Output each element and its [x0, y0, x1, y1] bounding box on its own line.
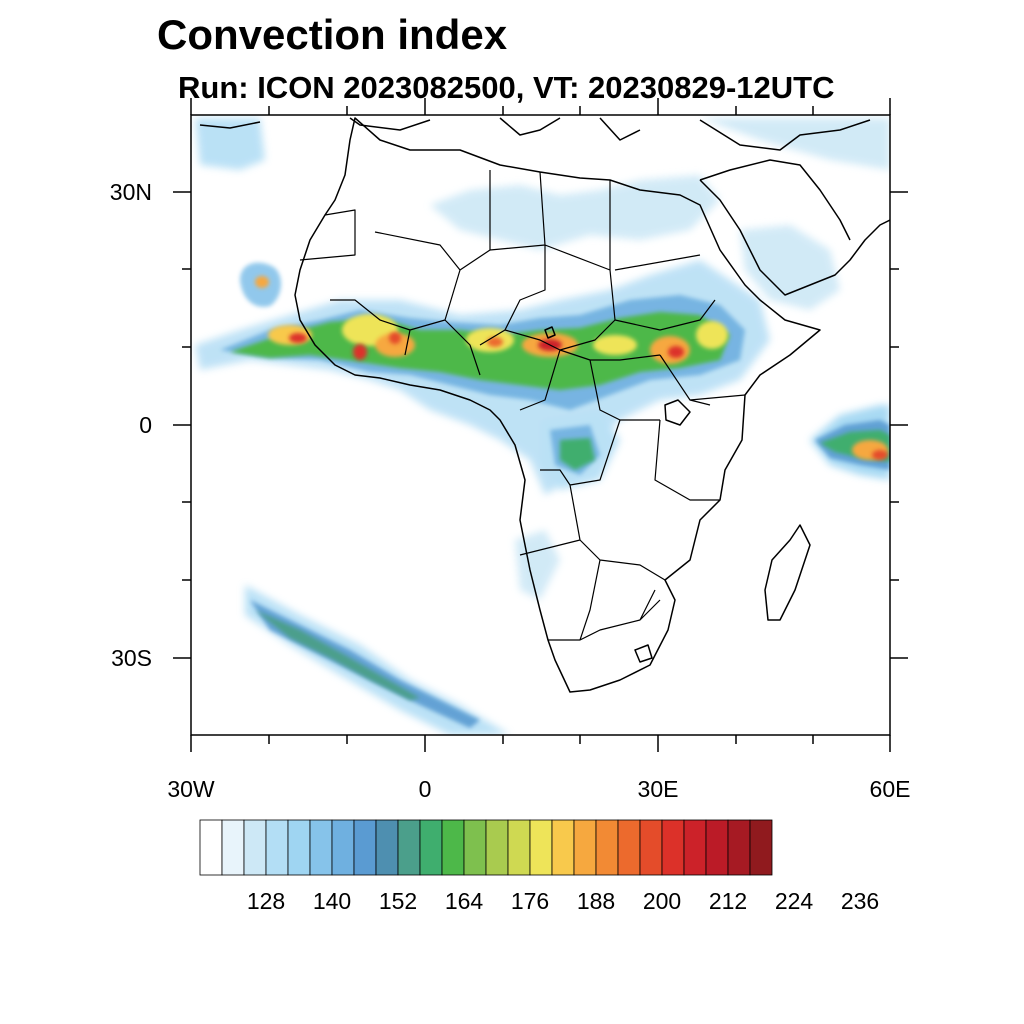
colorbar-box — [661, 819, 685, 876]
colorbar-label: 224 — [774, 888, 814, 914]
colorbar-box — [595, 819, 619, 876]
colorbar-box — [485, 819, 509, 876]
colorbar-box — [375, 819, 399, 876]
hot-indian-ocean — [872, 450, 888, 460]
lat-label-0: 0 — [139, 412, 152, 438]
tick-marks — [173, 98, 908, 752]
colorbar-label: 152 — [378, 888, 418, 914]
colorbar-box — [683, 819, 707, 876]
colorbar-box — [529, 819, 553, 876]
colorbar-box — [639, 819, 663, 876]
coastlines-borders — [199, 117, 890, 693]
lesotho — [634, 644, 653, 663]
shade-sahara-north — [430, 175, 720, 250]
colorbar-box — [463, 819, 487, 876]
colorbar-box — [727, 819, 751, 876]
europe-coastline — [199, 117, 871, 151]
shade-arabia — [740, 225, 840, 310]
arabia-coastline — [699, 159, 890, 296]
lon-label-60e: 60E — [869, 776, 911, 802]
colorbar-box — [705, 819, 729, 876]
colorbar-box — [287, 819, 311, 876]
colorbar-box — [397, 819, 421, 876]
colorbar-box — [419, 819, 443, 876]
colorbar-label: 200 — [642, 888, 682, 914]
colorbar-box — [243, 819, 267, 876]
colorbar-box — [353, 819, 377, 876]
colorbar-box — [331, 819, 355, 876]
lake-chad — [544, 326, 556, 339]
colorbar-box — [309, 819, 333, 876]
convection-shading — [195, 118, 890, 735]
hot-burkina — [389, 332, 401, 344]
core-cyclone — [255, 276, 269, 288]
colorbar-label: 128 — [246, 888, 286, 914]
shade-south-atlantic-green — [255, 610, 420, 700]
shade-congo-green — [560, 438, 595, 470]
core-sudan — [593, 335, 637, 355]
colorbar-label: 164 — [444, 888, 484, 914]
africa-coastline — [294, 117, 821, 693]
lon-label-0: 0 — [418, 776, 432, 802]
core-ethiopia-east — [696, 321, 728, 349]
lon-label-30w: 30W — [167, 776, 215, 802]
lon-label-30e: 30E — [637, 776, 679, 802]
lat-label-30n: 30N — [109, 179, 152, 205]
core-burkina — [375, 333, 415, 357]
map-area — [191, 115, 890, 735]
colorbar-label: 176 — [510, 888, 550, 914]
madagascar-coastline — [764, 524, 811, 621]
country-borders — [299, 170, 746, 641]
colorbar-box — [441, 819, 465, 876]
colorbar-box — [551, 819, 575, 876]
hot-nigeria — [487, 337, 503, 347]
colorbar-box — [749, 819, 773, 876]
shade-ne-corner — [700, 118, 890, 170]
colorbar — [199, 819, 773, 876]
colorbar-label: 140 — [312, 888, 352, 914]
colorbar-box — [507, 819, 531, 876]
colorbar-label: 236 — [840, 888, 880, 914]
chart-title: Convection index — [157, 11, 508, 58]
colorbar-box — [199, 819, 223, 876]
colorbar-label: 212 — [708, 888, 748, 914]
shade-south-atlantic-outer — [245, 585, 510, 735]
colorbar-box — [573, 819, 597, 876]
hot-guinea — [289, 333, 307, 343]
hot-ethiopia — [668, 346, 684, 358]
chart-subtitle: Run: ICON 2023082500, VT: 20230829-12UTC — [178, 70, 835, 105]
colorbar-label: 188 — [576, 888, 616, 914]
shade-nw-corner — [195, 118, 265, 170]
shade-south-atlantic-mid — [250, 600, 480, 728]
hot-mali — [353, 344, 367, 360]
colorbar-box — [221, 819, 245, 876]
colorbar-box — [265, 819, 289, 876]
lat-label-30s: 30S — [111, 645, 152, 671]
lake-victoria — [664, 399, 691, 426]
colorbar-box — [617, 819, 641, 876]
